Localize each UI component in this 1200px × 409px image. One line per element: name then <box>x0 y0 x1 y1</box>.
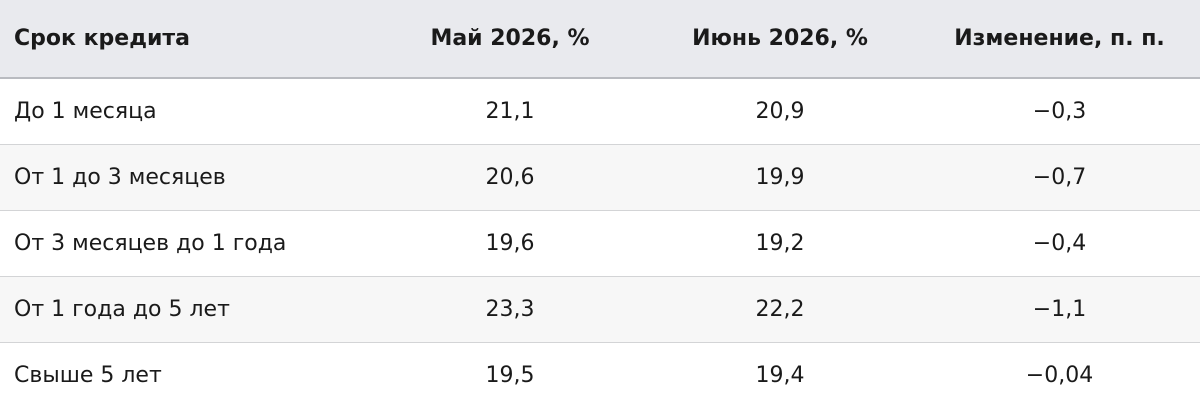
value-cell: 19,4 <box>755 362 805 388</box>
value-cell: −0,3 <box>1032 98 1087 124</box>
value-cell: −0,4 <box>1032 230 1087 256</box>
header-cell: Изменение, п. п. <box>954 26 1165 51</box>
header-cell: Июнь 2026, % <box>692 26 868 51</box>
value-cell: −0,7 <box>1032 164 1087 190</box>
value-cell: 20,6 <box>485 164 535 190</box>
header-row: Срок кредита Май 2026, % Июнь 2026, % Измен… <box>0 0 1200 78</box>
term-cell: От 1 года до 5 лет <box>14 296 230 322</box>
term-cell: До 1 месяца <box>14 98 157 124</box>
table-body: До 1 месяца 21,1 20,9 −0,3 От 1 до 3 месяцев… <box>0 78 1200 408</box>
header-cell: Май 2026, % <box>430 26 590 51</box>
value-cell: −1,1 <box>1032 296 1087 322</box>
header-cell: Срок кредита <box>14 26 190 51</box>
value-cell: 19,5 <box>485 362 535 388</box>
value-cell: 23,3 <box>485 296 535 322</box>
term-cell: Свыше 5 лет <box>14 362 162 388</box>
value-cell: 20,9 <box>755 98 805 124</box>
value-cell: 22,2 <box>755 296 805 322</box>
table-header: Срок кредита Май 2026, % Июнь 2026, % Измен… <box>0 0 1200 78</box>
term-cell: От 3 месяцев до 1 года <box>14 230 287 256</box>
value-cell: 21,1 <box>485 98 535 124</box>
table-row: От 3 месяцев до 1 года 19,6 19,2 −0,4 <box>0 210 1200 276</box>
value-cell: −0,04 <box>1025 362 1094 388</box>
value-cell: 19,9 <box>755 164 805 190</box>
table-row: До 1 месяца 21,1 20,9 −0,3 <box>0 78 1200 144</box>
value-cell: 19,2 <box>755 230 805 256</box>
table-row: Свыше 5 лет 19,5 19,4 −0,04 <box>0 342 1200 408</box>
term-cell: От 1 до 3 месяцев <box>14 164 226 190</box>
table-row: От 1 года до 5 лет 23,3 22,2 −1,1 <box>0 276 1200 342</box>
value-cell: 19,6 <box>485 230 535 256</box>
table-row: От 1 до 3 месяцев 20,6 19,9 −0,7 <box>0 144 1200 210</box>
